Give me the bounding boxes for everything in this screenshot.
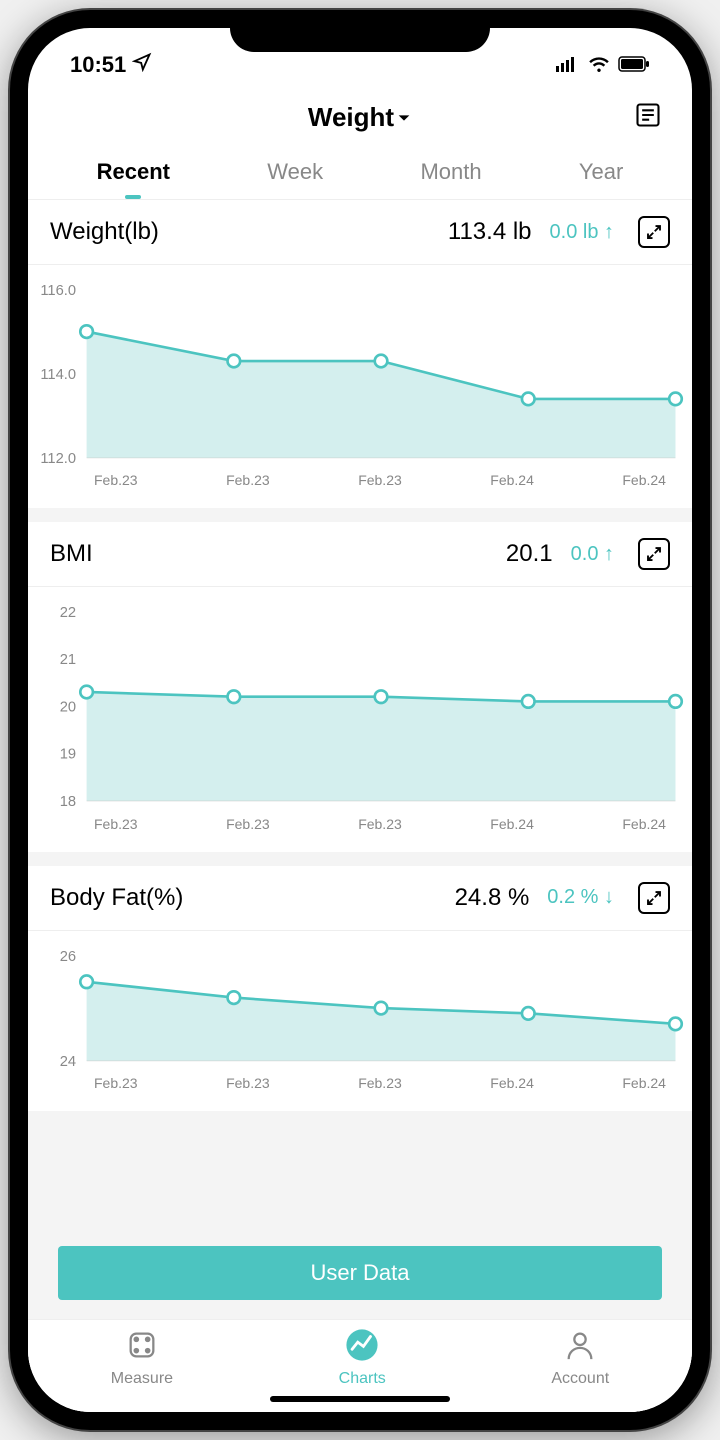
x-axis-label: Feb.23 xyxy=(94,1075,138,1091)
nav-account[interactable]: Account xyxy=(551,1328,609,1388)
chart-area: 116.0 114.0 112.0 Feb.23 Feb.23 Feb.23 Feb.24… xyxy=(28,265,692,508)
x-axis-label: Feb.24 xyxy=(622,816,666,832)
svg-text:21: 21 xyxy=(60,652,76,668)
report-button[interactable] xyxy=(634,101,662,134)
tab-month[interactable]: Month xyxy=(412,153,489,199)
phone-notch xyxy=(230,10,490,52)
metric-value: 24.8 % xyxy=(455,884,530,912)
svg-text:114.0: 114.0 xyxy=(40,367,76,383)
screen: 10:51 Weight xyxy=(28,28,692,1412)
charts-content: Weight(lb) 113.4 lb 0.0 lb ↑ 116.0114.01… xyxy=(28,200,692,1412)
home-indicator[interactable] xyxy=(270,1396,450,1402)
time-range-tabs: Recent Week Month Year xyxy=(28,143,692,200)
user-data-button[interactable]: User Data xyxy=(58,1246,662,1300)
svg-text:24: 24 xyxy=(60,1054,76,1070)
metric-delta: 0.0 ↑ xyxy=(571,543,614,566)
metric-card: Body Fat(%) 24.8 % 0.2 % ↓ 2624 Feb.23Fe… xyxy=(28,866,692,1111)
metric-delta: 0.2 % ↓ xyxy=(547,886,614,909)
x-axis-label: Feb.23 xyxy=(358,1075,402,1091)
x-axis-label: Feb.23 xyxy=(226,816,270,832)
card-header: Body Fat(%) 24.8 % 0.2 % ↓ xyxy=(28,866,692,931)
signal-icon xyxy=(556,52,580,78)
x-axis-label: Feb.23 xyxy=(94,472,138,488)
header: Weight xyxy=(28,88,692,143)
chart-svg: 116.0 114.0 112.0 xyxy=(34,279,686,468)
location-icon xyxy=(132,52,152,78)
account-icon xyxy=(563,1328,597,1367)
status-left: 10:51 xyxy=(70,52,152,78)
nav-label: Account xyxy=(551,1370,609,1388)
chart-area: 2221201918 Feb.23Feb.23Feb.23Feb.24Feb.2… xyxy=(28,587,692,851)
tab-recent[interactable]: Recent xyxy=(89,153,178,199)
battery-icon xyxy=(618,52,650,78)
tab-week[interactable]: Week xyxy=(259,153,331,199)
x-axis-label: Feb.23 xyxy=(226,472,270,488)
x-axis-label: Feb.24 xyxy=(622,1075,666,1091)
expand-button[interactable] xyxy=(638,538,670,570)
svg-text:112.0: 112.0 xyxy=(40,451,76,467)
metric-value: 113.4 lb xyxy=(448,218,532,246)
svg-text:116.0: 116.0 xyxy=(40,283,76,299)
x-axis-label: Feb.23 xyxy=(358,816,402,832)
status-time: 10:51 xyxy=(70,52,126,78)
x-axis-label: Feb.24 xyxy=(622,472,666,488)
user-data-label: User Data xyxy=(310,1260,409,1286)
metric-card: BMI 20.1 0.0 ↑ 2221201918 Feb.23Feb.23Fe… xyxy=(28,522,692,851)
tab-year[interactable]: Year xyxy=(571,153,631,199)
chevron-down-icon xyxy=(396,102,412,133)
wifi-icon xyxy=(588,52,610,78)
svg-text:20: 20 xyxy=(60,700,76,716)
nav-measure[interactable]: Measure xyxy=(111,1328,173,1388)
charts-icon xyxy=(345,1328,379,1367)
nav-label: Charts xyxy=(339,1370,386,1388)
x-axis-labels: Feb.23 Feb.23 Feb.23 Feb.24 Feb.24 xyxy=(34,1071,686,1101)
metric-title: BMI xyxy=(50,540,496,568)
nav-charts[interactable]: Charts xyxy=(339,1328,386,1388)
x-axis-labels: Feb.23 Feb.23 Feb.23 Feb.24 Feb.24 xyxy=(34,812,686,842)
nav-label: Measure xyxy=(111,1370,173,1388)
card-header: Weight(lb) 113.4 lb 0.0 lb ↑ xyxy=(28,200,692,265)
page-title-dropdown[interactable]: Weight xyxy=(308,102,412,133)
expand-button[interactable] xyxy=(638,882,670,914)
x-axis-label: Feb.24 xyxy=(490,816,534,832)
chart-area: 26 24 Feb.23 Feb.23 Feb.23 Feb.24 Feb.24 xyxy=(28,931,692,1111)
expand-button[interactable] xyxy=(638,216,670,248)
card-header: BMI 20.1 0.0 ↑ xyxy=(28,522,692,587)
x-axis-label: Feb.24 xyxy=(490,1075,534,1091)
x-axis-label: Feb.24 xyxy=(490,472,534,488)
svg-text:22: 22 xyxy=(60,605,76,621)
x-axis-label: Feb.23 xyxy=(226,1075,270,1091)
x-axis-labels: Feb.23 Feb.23 Feb.23 Feb.24 Feb.24 xyxy=(34,468,686,498)
metric-title: Weight(lb) xyxy=(50,218,438,246)
phone-frame: 10:51 Weight xyxy=(10,10,710,1430)
metric-title: Body Fat(%) xyxy=(50,884,445,912)
x-axis-label: Feb.23 xyxy=(358,472,402,488)
metric-value: 20.1 xyxy=(506,540,553,568)
metric-delta: 0.0 lb ↑ xyxy=(550,221,614,244)
chart-svg: 26 24 xyxy=(34,945,686,1071)
svg-text:19: 19 xyxy=(60,747,76,763)
measure-icon xyxy=(125,1328,159,1367)
chart-svg: 22 21 20 19 18 xyxy=(34,601,686,811)
metric-card: Weight(lb) 113.4 lb 0.0 lb ↑ 116.0114.01… xyxy=(28,200,692,508)
page-title: Weight xyxy=(308,102,394,133)
x-axis-label: Feb.23 xyxy=(94,816,138,832)
svg-text:26: 26 xyxy=(60,948,76,964)
svg-text:18: 18 xyxy=(60,794,76,810)
status-right xyxy=(556,52,650,78)
